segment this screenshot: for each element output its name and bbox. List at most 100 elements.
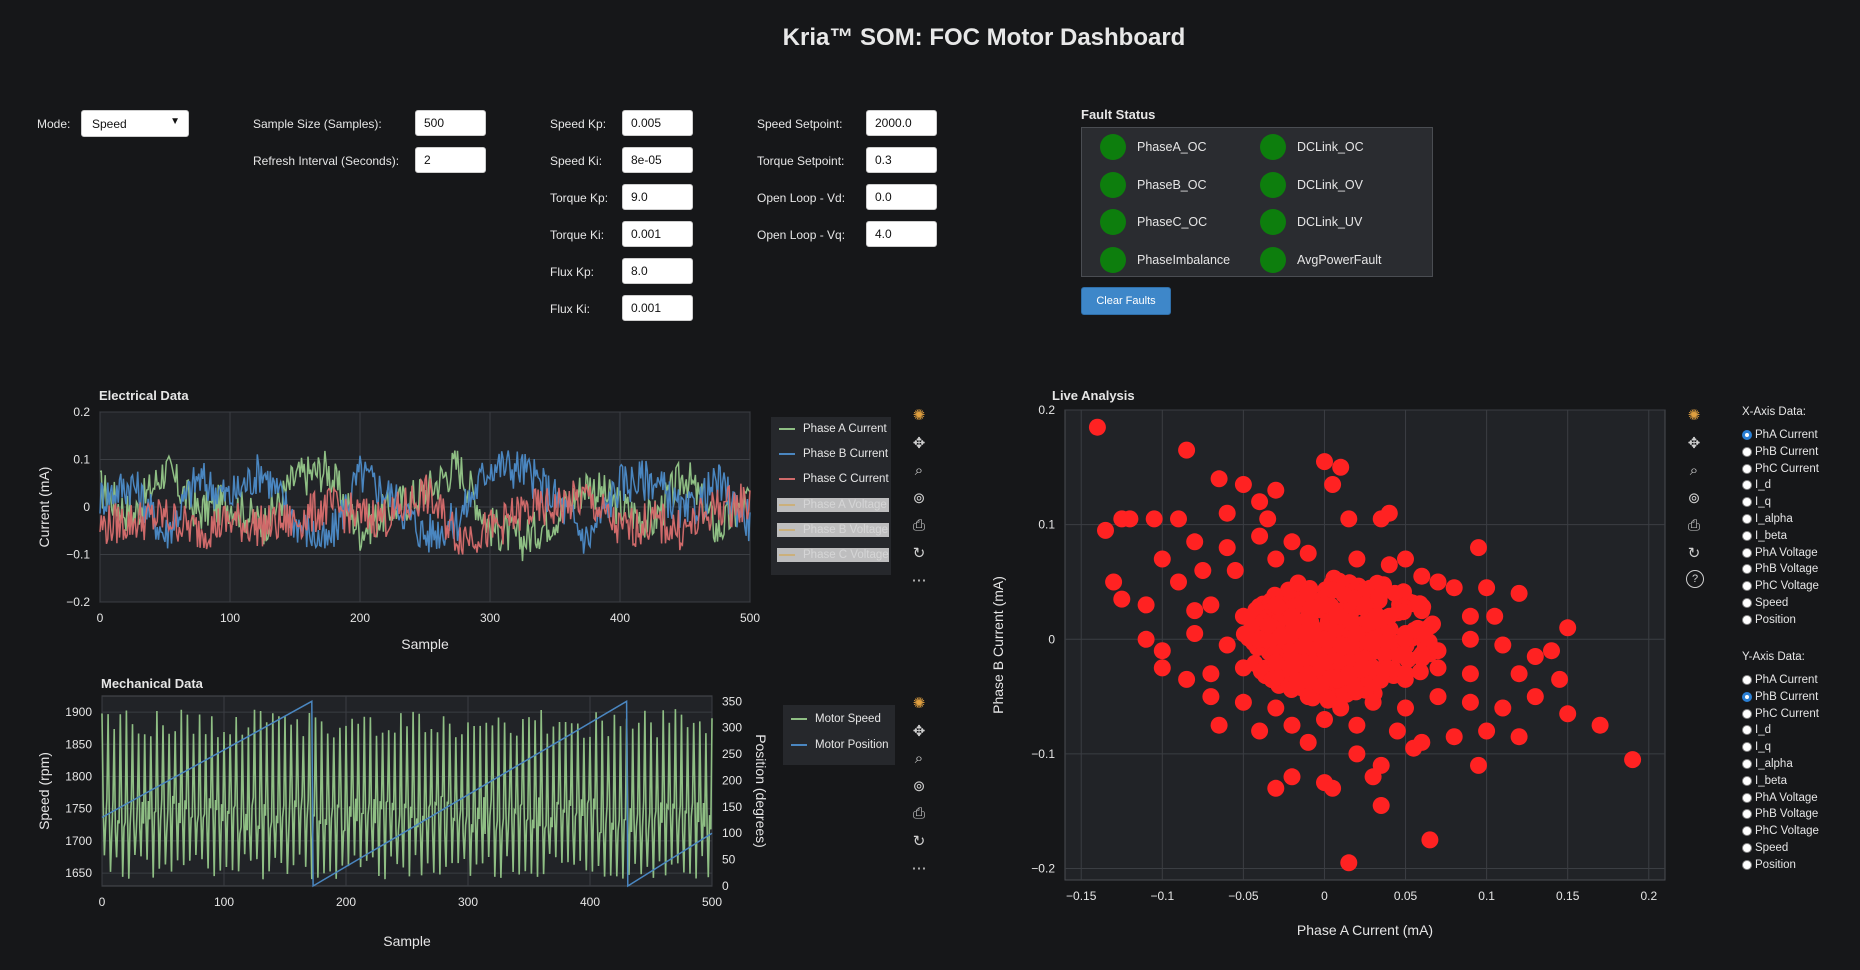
- pan-icon[interactable]: ✥: [912, 434, 926, 452]
- y-axis-radio-option[interactable]: PhA Voltage: [1742, 792, 1818, 804]
- x-axis-radio-option[interactable]: PhC Voltage: [1742, 580, 1819, 592]
- clear-faults-button[interactable]: Clear Faults: [1081, 287, 1171, 315]
- radio-button-icon[interactable]: [1742, 463, 1752, 474]
- radio-button-icon[interactable]: [1742, 843, 1752, 853]
- x-axis-radio-option[interactable]: PhA Current: [1742, 429, 1818, 441]
- y-axis-radio-option[interactable]: Position: [1742, 859, 1796, 871]
- zoom-icon[interactable]: ⌕: [914, 750, 924, 767]
- legend-item[interactable]: Phase A Current: [779, 423, 887, 435]
- radio-button-icon[interactable]: [1742, 725, 1752, 736]
- save-icon[interactable]: ⎙: [912, 805, 925, 822]
- y-axis-radio-option[interactable]: I_beta: [1742, 775, 1787, 787]
- gain-input[interactable]: [622, 147, 693, 173]
- legend-item[interactable]: Phase B Voltage: [777, 523, 889, 537]
- legend-item[interactable]: Phase C Voltage: [777, 548, 889, 562]
- zoom-icon[interactable]: ⌕: [1689, 462, 1699, 479]
- setpoint-input[interactable]: [866, 184, 937, 210]
- wheel-zoom-icon[interactable]: ⊚: [912, 777, 926, 795]
- radio-button-icon[interactable]: [1742, 792, 1752, 803]
- radio-button-icon[interactable]: [1742, 480, 1752, 491]
- legend-item[interactable]: Phase B Current: [779, 448, 888, 460]
- sample-size-input[interactable]: [415, 110, 486, 136]
- x-axis-radio-option[interactable]: I_q: [1742, 496, 1771, 508]
- radio-button-icon[interactable]: [1742, 775, 1752, 786]
- radio-button-icon[interactable]: [1742, 759, 1752, 769]
- radio-button-icon[interactable]: [1742, 826, 1752, 837]
- radio-button-icon[interactable]: [1742, 708, 1752, 719]
- radio-button-icon[interactable]: [1742, 497, 1752, 508]
- radio-label: PhC Current: [1755, 462, 1819, 475]
- save-icon[interactable]: ⎙: [912, 517, 925, 534]
- legend-item[interactable]: Motor Speed: [791, 713, 881, 725]
- gain-input[interactable]: [622, 184, 693, 210]
- radio-button-icon[interactable]: [1742, 809, 1752, 820]
- radio-button-icon[interactable]: [1742, 675, 1752, 685]
- bokeh-logo-icon[interactable]: ✺: [912, 407, 926, 424]
- reset-icon[interactable]: ↻: [912, 544, 926, 562]
- scatter-point: [1421, 831, 1439, 849]
- radio-button-icon[interactable]: [1742, 581, 1752, 592]
- gain-input[interactable]: [622, 110, 693, 136]
- y-axis-radio-option[interactable]: PhB Current: [1742, 691, 1818, 703]
- save-icon[interactable]: ⎙: [1687, 517, 1700, 534]
- gain-input[interactable]: [622, 258, 693, 284]
- bokeh-logo-icon[interactable]: ✺: [912, 695, 926, 712]
- radio-button-icon[interactable]: [1742, 859, 1752, 870]
- refresh-interval-input[interactable]: [415, 147, 486, 173]
- more-icon[interactable]: ⋯: [911, 572, 927, 589]
- y-axis-radio-option[interactable]: PhA Current: [1742, 674, 1818, 686]
- legend-item[interactable]: Phase A Voltage: [777, 498, 889, 512]
- x-axis-radio-option[interactable]: I_beta: [1742, 530, 1787, 542]
- y-axis-radio-option[interactable]: I_d: [1742, 724, 1771, 736]
- wheel-zoom-icon[interactable]: ⊚: [912, 489, 926, 507]
- setpoint-input[interactable]: [866, 110, 937, 136]
- setpoint-input[interactable]: [866, 221, 937, 247]
- radio-button-icon[interactable]: [1742, 691, 1752, 702]
- radio-button-icon[interactable]: [1742, 614, 1752, 625]
- gain-input[interactable]: [622, 221, 693, 247]
- legend-item[interactable]: Phase C Current: [779, 473, 889, 485]
- x-axis-radio-option[interactable]: PhA Voltage: [1742, 547, 1818, 559]
- zoom-icon[interactable]: ⌕: [914, 462, 924, 479]
- radio-button-icon[interactable]: [1742, 530, 1752, 541]
- radio-button-icon[interactable]: [1742, 547, 1752, 558]
- x-axis-radio-option[interactable]: PhB Current: [1742, 446, 1818, 458]
- x-axis-radio-option[interactable]: I_alpha: [1742, 513, 1793, 525]
- mechanical-chart[interactable]: 0 100 200 300 400 500190018501800175017001650…: [30, 688, 770, 953]
- radio-button-icon[interactable]: [1742, 742, 1752, 753]
- y-axis-radio-option[interactable]: PhB Voltage: [1742, 808, 1818, 820]
- x-axis-radio-option[interactable]: I_d: [1742, 479, 1771, 491]
- y-axis-radio-option[interactable]: I_alpha: [1742, 758, 1793, 770]
- pan-icon[interactable]: ✥: [912, 722, 926, 740]
- x-axis-radio-option[interactable]: PhB Voltage: [1742, 563, 1818, 575]
- radio-button-icon[interactable]: [1742, 598, 1752, 608]
- radio-button-icon[interactable]: [1742, 514, 1752, 524]
- help-icon[interactable]: ?: [1686, 570, 1704, 588]
- scatter-point: [1121, 510, 1139, 528]
- bokeh-logo-icon[interactable]: ✺: [1687, 407, 1701, 424]
- legend-item[interactable]: Motor Position: [791, 739, 889, 751]
- reset-icon[interactable]: ↻: [912, 832, 926, 850]
- radio-button-icon[interactable]: [1742, 446, 1752, 457]
- more-icon[interactable]: ⋯: [911, 860, 927, 877]
- wheel-zoom-icon[interactable]: ⊚: [1687, 489, 1701, 507]
- y-axis-radio-option[interactable]: I_q: [1742, 741, 1771, 753]
- y-axis-radio-option[interactable]: PhC Voltage: [1742, 825, 1819, 837]
- mode-select[interactable]: Speed ▼: [81, 110, 189, 137]
- radio-button-icon[interactable]: [1742, 564, 1752, 575]
- x-axis-radio-option[interactable]: Speed: [1742, 597, 1788, 609]
- pan-icon[interactable]: ✥: [1687, 434, 1701, 452]
- x-axis-radio-option[interactable]: PhC Current: [1742, 463, 1819, 475]
- scatter-point: [1324, 581, 1342, 599]
- live-analysis-chart[interactable]: −0.15 −0.1 −0.05 0 0.05 0.1 0.15 0.2 0.2 0.1 0 −0.1…: [985, 400, 1675, 940]
- scatter-point: [1316, 596, 1333, 614]
- y2-tick-label: 100: [722, 826, 742, 840]
- electrical-chart[interactable]: 0 100 200 300 400 500 0.2 0.1 0 −0.1 −0.2 Sample Cur…: [30, 400, 770, 660]
- setpoint-input[interactable]: [866, 147, 937, 173]
- y-axis-radio-option[interactable]: Speed: [1742, 842, 1788, 854]
- x-axis-radio-option[interactable]: Position: [1742, 614, 1796, 626]
- gain-input[interactable]: [622, 295, 693, 321]
- y-axis-radio-option[interactable]: PhC Current: [1742, 708, 1819, 720]
- reset-icon[interactable]: ↻: [1687, 544, 1701, 562]
- radio-button-icon[interactable]: [1742, 430, 1752, 440]
